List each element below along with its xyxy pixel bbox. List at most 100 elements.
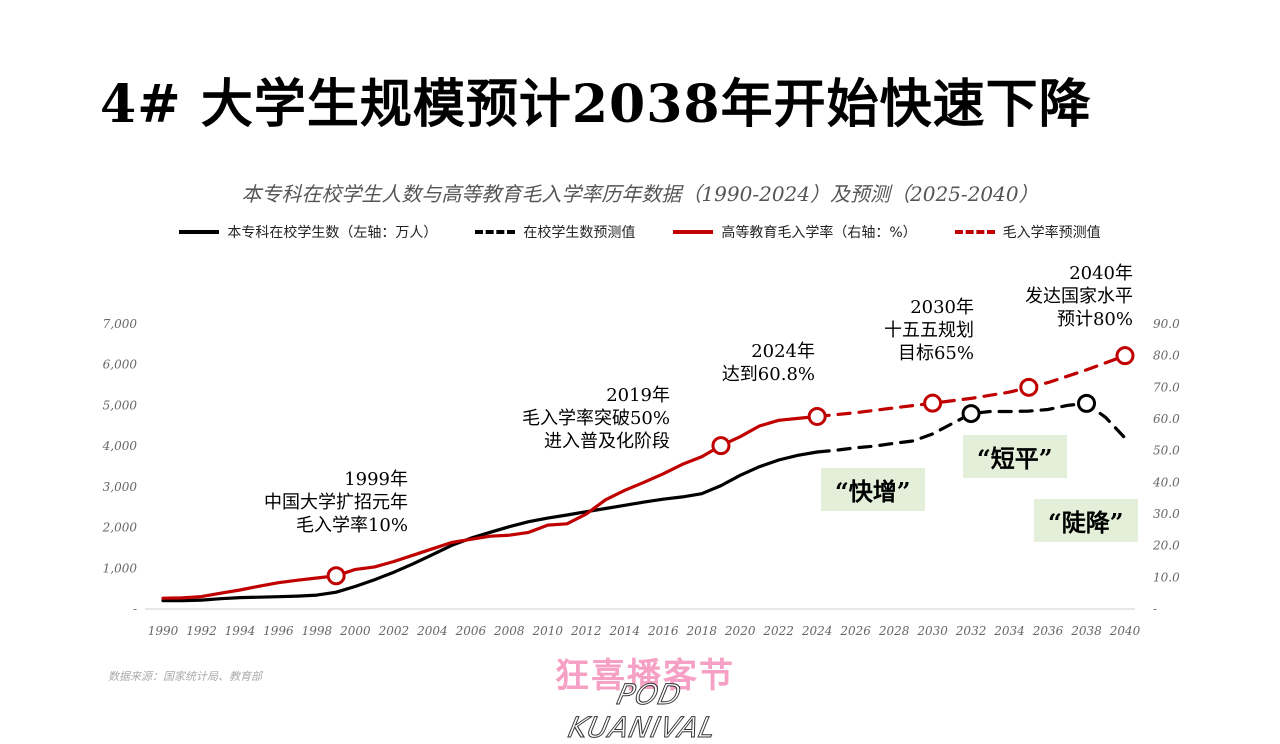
y-left-tick-label: 4,000 [102,439,138,453]
y-right-tick-label: 50.0 [1153,444,1180,458]
annotation-2024: 2024年 达到60.8% [690,340,815,386]
data-marker-students_forecast-2038 [1077,393,1097,413]
y-left-tick-label: 5,000 [103,398,138,412]
x-tick-label: 2032 [955,624,987,638]
line-chart: 1990 1992 1994 1996 1998 2000 2002 2004 2006 2008… [102,317,1180,638]
watermark-logo: 狂喜播客节 POD KUANIVAL [540,648,750,744]
annotation-line: 毛入学率突破50% [521,408,670,429]
annotation-line: 中国大学扩招元年 [264,492,408,513]
y-right-tick-label: 10.0 [1153,570,1180,584]
x-tick-label: 2008 [493,624,525,638]
y-right-tick-label: 20.0 [1152,539,1180,553]
data-marker-rate_actual-2019 [711,436,731,456]
y-right-tick-label: 60.0 [1153,412,1180,426]
chart-lines [161,354,1127,603]
annotation-2019: 2019年 毛入学率突破50% 进入普及化阶段 [470,384,670,453]
watermark-main-text: 狂喜播客节 [555,656,735,696]
phase-label-fast-growth: “快增” [821,468,925,511]
data-marker-rate_actual-1999 [326,566,346,586]
legend-swatch-rate-forecast [954,230,995,234]
x-tick-label: 1996 [263,624,294,638]
legend-item-students: 本专科在校学生数（左轴：万人） [179,222,437,242]
y-left-tick-label: 6,000 [103,358,138,372]
series-line-rate_forecast [815,354,1127,419]
chart-markers [326,346,1135,586]
legend-swatch-rate [673,230,714,234]
data-source-note: 数据来源：国家统计局、教育部 [108,670,262,683]
y-right-tick-label: - [1153,602,1157,616]
x-tick-label: 2038 [1070,624,1102,638]
y-right-tick-label: 40.0 [1152,475,1180,489]
x-tick-label: 2022 [762,624,794,638]
legend-item-students-forecast: 在校学生数预测值 [475,222,635,242]
x-tick-label: 2030 [916,624,948,638]
series-line-students_actual [161,450,819,603]
annotation-line: 2030年 [910,297,974,318]
y-right-tick-label: 90.0 [1153,317,1180,331]
annotation-2040: 2040年 发达国家水平 预计80% [990,262,1133,331]
annotation-line: 达到60.8% [721,364,815,385]
data-marker-rate_forecast-2035 [1019,377,1039,397]
annotation-line: 进入普及化阶段 [544,431,670,452]
chart-axes: 1990 1992 1994 1996 1998 2000 2002 2004 2006 2008… [102,317,1180,638]
x-tick-label: 2040 [1109,624,1141,638]
x-tick-label: 2012 [570,624,602,638]
x-tick-label: 2020 [724,624,756,638]
data-marker-rate_forecast-2040 [1115,346,1135,366]
annotation-line: 1999年 [344,469,408,490]
annotation-line: 2024年 [751,341,815,362]
y-right-tick-label: 80.0 [1153,349,1180,363]
annotation-line: 2019年 [606,385,670,406]
x-tick-label: 2006 [455,624,487,638]
annotation-line: 毛入学率10% [295,515,408,536]
data-marker-rate_forecast-2030 [923,393,943,413]
y-left-tick-label: 1,000 [103,561,138,575]
x-tick-label: 2010 [532,624,564,638]
chart-title: 本专科在校学生人数与高等教育毛入学率历年数据（1990-2024）及预测（202… [241,182,1039,206]
x-tick-label: 2018 [685,624,717,638]
x-tick-label: 2002 [378,624,410,638]
x-tick-label: 2016 [647,624,679,638]
y-left-tick-label: 7,000 [103,317,138,331]
x-tick-label: 2026 [839,624,871,638]
legend-label-rate-forecast: 毛入学率预测值 [1002,225,1101,241]
x-tick-label: 2028 [878,624,910,638]
legend-swatch-students-forecast [475,230,516,234]
annotation-2030: 2030年 十五五规划 目标65% [850,296,974,365]
x-tick-label: 2036 [1032,624,1064,638]
y-left-tick-label: 2,000 [102,521,138,535]
annotation-line: 2040年 [1069,263,1133,284]
x-tick-label: 1990 [148,624,179,638]
y-right-tick-label: 30.0 [1153,507,1180,521]
legend-label-students-forecast: 在校学生数预测值 [523,225,636,241]
x-tick-label: 1994 [225,624,256,638]
page-title: 4# 大学生规模预计2038年开始快速下降 [100,74,1092,135]
annotation-line: 目标65% [897,343,974,364]
x-tick-label: 2014 [608,624,640,638]
x-tick-label: 1998 [302,624,333,638]
annotation-line: 发达国家水平 [1025,286,1133,307]
phase-label-short-flat: “短平” [963,435,1067,478]
x-tick-label: 2000 [339,624,371,638]
legend-swatch-students [179,230,220,234]
y-left-tick-label: - [133,602,137,616]
annotation-1999: 1999年 中国大学扩招元年 毛入学率10% [200,468,408,537]
x-tick-label: 2034 [993,624,1025,638]
watermark-sub-text: POD KUANIVAL [565,678,720,744]
x-tick-label: 2024 [801,624,833,638]
annotation-line: 预计80% [1056,309,1133,330]
legend-item-rate-forecast: 毛入学率预测值 [954,222,1101,242]
y-left-tick-label: 3,000 [103,480,138,494]
legend-label-rate: 高等教育毛入学率（右轴：%） [721,225,917,241]
y-right-tick-label: 70.0 [1153,380,1180,394]
legend-item-rate: 高等教育毛入学率（右轴：%） [673,222,917,242]
x-tick-label: 1992 [186,624,217,638]
phase-label-steep-drop: “陡降” [1034,499,1138,542]
data-marker-rate_actual-2024 [807,406,827,426]
annotation-line: 十五五规划 [884,320,974,341]
series-line-rate_actual [161,414,819,600]
chart-legend: 本专科在校学生数（左轴：万人） 在校学生数预测值 高等教育毛入学率（右轴：%） … [0,222,1280,242]
data-marker-students_forecast-2032 [961,404,981,424]
series-line-students_forecast [815,401,1127,454]
x-tick-label: 2004 [416,624,448,638]
